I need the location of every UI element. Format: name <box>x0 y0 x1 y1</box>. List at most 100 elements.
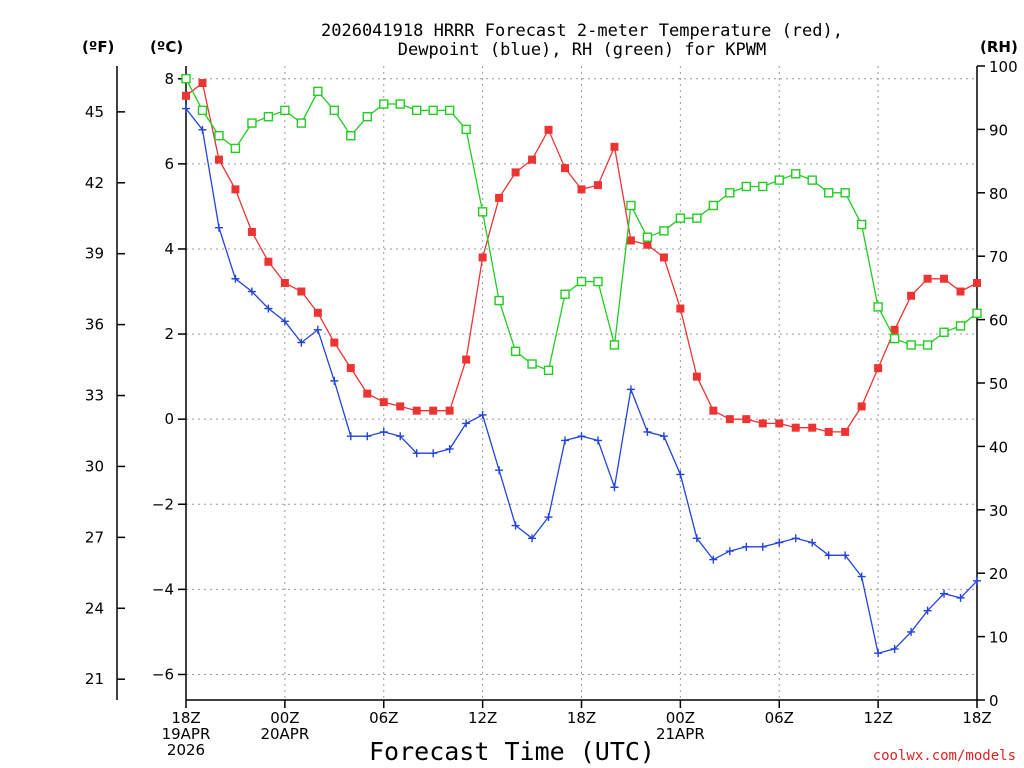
rh-point <box>823 188 834 198</box>
dewpoint-point <box>808 538 817 547</box>
dewpoint-point <box>495 466 504 475</box>
temperature-point <box>346 364 355 373</box>
dewpoint-point <box>692 534 701 543</box>
rh-tick-label: 10 <box>989 629 1008 647</box>
celsius-tick-label: 8 <box>164 70 174 88</box>
dewpoint-point <box>544 513 553 522</box>
rh-tick-label: 0 <box>989 692 999 710</box>
celsius-tick-label: −6 <box>152 665 174 683</box>
temperature-point <box>643 240 652 249</box>
rh-point <box>296 118 307 128</box>
temperature-point <box>725 415 734 424</box>
dewpoint-point <box>956 593 965 602</box>
x-tick-label: 06Z <box>369 709 398 727</box>
x-tick-label: 18Z <box>567 709 596 727</box>
temperature-point <box>264 257 273 266</box>
chart-title-line1: 2026041918 HRRR Forecast 2-meter Tempera… <box>321 21 843 41</box>
rh-point <box>197 105 208 116</box>
dewpoint-point <box>940 589 949 598</box>
fahrenheit-tick-label: 45 <box>85 103 104 121</box>
temperature-point <box>511 168 520 177</box>
rh-point <box>675 213 686 223</box>
fahrenheit-tick-label: 21 <box>85 670 104 688</box>
temperature-point <box>412 406 421 415</box>
dewpoint-point <box>445 444 454 453</box>
rh-point <box>412 105 422 116</box>
rh-tick-label: 20 <box>989 565 1008 583</box>
rh-point <box>708 200 719 211</box>
x-tick-label: 18Z <box>171 709 200 727</box>
rh-point <box>873 302 883 312</box>
dewpoint-point <box>775 538 784 547</box>
temperature-point <box>495 193 504 202</box>
rh-point <box>659 226 669 236</box>
temperature-point <box>791 423 800 432</box>
credit-link[interactable]: coolwx.com/models <box>873 748 1016 764</box>
celsius-tick-label: 4 <box>164 240 174 258</box>
temperature-point <box>462 355 471 364</box>
temperature-point <box>659 253 668 262</box>
dewpoint-point <box>577 432 586 441</box>
fahrenheit-tick-label: 24 <box>85 599 104 617</box>
temperature-point <box>561 164 570 173</box>
temperature-point <box>280 279 289 288</box>
dewpoint-point <box>841 551 850 560</box>
temperature-point <box>874 364 883 373</box>
rh-point <box>181 73 191 84</box>
rh-point <box>477 207 488 217</box>
dewpoint-point <box>907 627 916 636</box>
dewpoint-point <box>610 483 619 492</box>
temperature-point <box>808 423 817 432</box>
x-tick-label: 12Z <box>468 709 497 727</box>
rh-point <box>263 112 274 122</box>
dewpoint-point <box>923 606 932 615</box>
dewpoint-point <box>182 104 190 113</box>
rh-point <box>807 175 817 185</box>
dewpoint-point <box>857 572 866 581</box>
fahrenheit-tick-label: 42 <box>85 174 104 192</box>
temperature-point <box>330 338 339 347</box>
rh-point <box>527 359 537 369</box>
rh-point <box>510 346 521 356</box>
dewpoint-point <box>626 385 635 394</box>
grid-lines <box>186 66 977 700</box>
temperature-point <box>379 398 388 407</box>
rh-point <box>609 340 620 350</box>
temperature-point <box>857 402 866 411</box>
temperature-point <box>297 287 306 296</box>
dewpoint-point <box>330 376 339 385</box>
dewpoint-point <box>478 410 487 419</box>
rh-point <box>379 99 389 109</box>
x-tick-label: 12Z <box>863 709 892 727</box>
dewpoint-point <box>973 576 981 585</box>
dewpoint-point <box>297 338 306 347</box>
temperature-point <box>231 185 240 194</box>
temperature-point <box>610 142 619 151</box>
rh-tick-label: 70 <box>989 248 1008 266</box>
dewpoint-point <box>890 644 899 653</box>
fahrenheit-tick-label: 36 <box>85 316 104 334</box>
dewpoint-point <box>247 287 256 296</box>
x-tick-label: 20APR <box>260 725 309 743</box>
rh-point <box>955 321 966 331</box>
rh-point <box>856 219 867 230</box>
temperature-point <box>577 185 586 194</box>
dewpoint-point <box>709 555 718 564</box>
dewpoint-point <box>280 317 289 326</box>
temperature-point <box>940 274 949 283</box>
axes <box>116 66 978 701</box>
celsius-tick-label: 6 <box>164 155 174 173</box>
rh-point <box>428 105 438 116</box>
rh-tick-label: 100 <box>989 58 1018 76</box>
x-tick-label: 19APR <box>162 725 211 743</box>
rh-point <box>543 365 554 376</box>
temperature-point <box>775 419 784 428</box>
temperature-point <box>247 227 256 236</box>
dewpoint-point <box>313 325 322 334</box>
rh-point <box>494 295 504 306</box>
rh-point <box>461 124 471 135</box>
rh-point <box>247 118 257 128</box>
rh-point <box>395 99 405 109</box>
rh-point <box>444 105 455 116</box>
rh-point <box>593 276 603 287</box>
